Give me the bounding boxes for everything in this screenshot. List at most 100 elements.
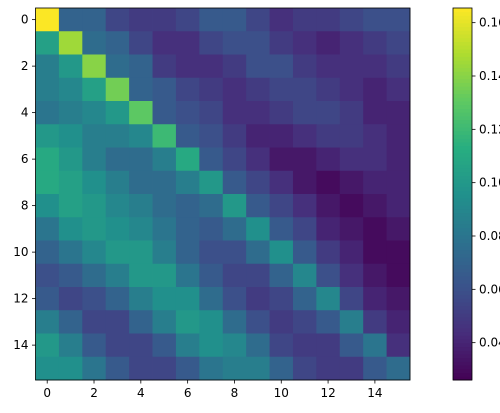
cell bbox=[129, 310, 153, 334]
cell bbox=[316, 124, 341, 148]
cell bbox=[175, 217, 200, 241]
cell bbox=[152, 77, 177, 102]
cell bbox=[199, 124, 224, 148]
cell bbox=[58, 170, 83, 195]
colorbar-segment bbox=[453, 290, 472, 295]
cell bbox=[82, 31, 107, 55]
cell bbox=[269, 333, 294, 358]
cell bbox=[222, 310, 247, 334]
cell bbox=[199, 101, 224, 125]
cell bbox=[339, 333, 364, 358]
cell bbox=[386, 101, 411, 125]
cell bbox=[386, 356, 411, 381]
cell bbox=[82, 170, 107, 195]
colorbar-segment bbox=[453, 275, 472, 281]
cell bbox=[58, 77, 83, 102]
cell bbox=[246, 287, 270, 311]
colorbar-segment bbox=[453, 272, 472, 277]
cell bbox=[199, 310, 224, 334]
colorbar-segment bbox=[453, 115, 472, 121]
colorbar-segment bbox=[453, 283, 472, 288]
cell bbox=[339, 356, 364, 381]
colorbar-segment bbox=[453, 130, 472, 135]
cell bbox=[222, 54, 247, 79]
cell bbox=[363, 217, 387, 241]
colorbar-segment bbox=[453, 104, 472, 109]
cell bbox=[363, 101, 387, 125]
colorbar-segment bbox=[453, 190, 472, 195]
cell bbox=[386, 54, 411, 79]
colorbar-tick-label: 0.12 bbox=[479, 122, 500, 136]
colorbar-segment bbox=[453, 156, 472, 162]
cell bbox=[129, 124, 153, 148]
cell bbox=[129, 170, 153, 195]
cell bbox=[269, 356, 294, 381]
cell bbox=[129, 240, 153, 265]
colorbar-segment bbox=[453, 138, 472, 143]
colorbar-segment bbox=[453, 134, 472, 139]
colorbar-segment bbox=[453, 350, 472, 355]
cell bbox=[58, 356, 83, 381]
cell bbox=[129, 31, 153, 55]
cell bbox=[386, 8, 411, 32]
colorbar-tick-label: 0.04 bbox=[479, 336, 500, 350]
colorbar-segment bbox=[453, 74, 472, 80]
colorbar-segment bbox=[453, 264, 472, 269]
cell bbox=[58, 8, 83, 32]
cell bbox=[246, 356, 270, 381]
cell bbox=[35, 194, 60, 218]
cell bbox=[292, 147, 317, 172]
cell bbox=[199, 8, 224, 32]
cell bbox=[269, 310, 294, 334]
cell bbox=[35, 31, 60, 55]
colorbar-segment bbox=[453, 257, 472, 262]
colorbar-segment bbox=[453, 123, 472, 128]
cell bbox=[175, 333, 200, 358]
cell bbox=[105, 147, 130, 172]
cell bbox=[269, 170, 294, 195]
colorbar-segment bbox=[453, 167, 472, 173]
cell bbox=[246, 310, 270, 334]
cell bbox=[386, 124, 411, 148]
cell bbox=[58, 217, 83, 241]
cell bbox=[339, 263, 364, 288]
colorbar-segment bbox=[453, 160, 472, 165]
cell bbox=[386, 31, 411, 55]
cell bbox=[269, 240, 294, 265]
cell bbox=[35, 240, 60, 265]
cell bbox=[35, 124, 60, 148]
cell bbox=[316, 356, 341, 381]
colorbar-segment bbox=[453, 149, 472, 154]
colorbar-segment bbox=[453, 112, 472, 117]
cell bbox=[246, 147, 270, 172]
cell bbox=[175, 310, 200, 334]
cell bbox=[222, 356, 247, 381]
cell bbox=[199, 77, 224, 102]
colorbar-segment bbox=[453, 346, 472, 351]
colorbar-segment bbox=[453, 56, 472, 61]
colorbar-segment bbox=[453, 327, 472, 333]
cell bbox=[386, 194, 411, 218]
cell bbox=[246, 170, 270, 195]
cell bbox=[386, 217, 411, 241]
colorbar-segment bbox=[453, 253, 472, 258]
colorbar-segment bbox=[453, 22, 472, 28]
colorbar-segment bbox=[453, 208, 472, 214]
cell bbox=[363, 31, 387, 55]
cell bbox=[222, 194, 247, 218]
y-tick-label: 6 bbox=[21, 152, 29, 166]
colorbar-segment bbox=[453, 372, 472, 377]
cell bbox=[316, 287, 341, 311]
cell bbox=[386, 77, 411, 102]
colorbar-segment bbox=[453, 368, 472, 374]
colorbar-segment bbox=[453, 201, 472, 206]
x-tick-label: 14 bbox=[367, 386, 382, 400]
colorbar-segment bbox=[453, 212, 472, 217]
cell bbox=[246, 240, 270, 265]
cell bbox=[292, 217, 317, 241]
cell bbox=[82, 101, 107, 125]
colorbar-segment bbox=[453, 37, 472, 42]
cell bbox=[269, 101, 294, 125]
x-tick-label: 8 bbox=[231, 386, 239, 400]
